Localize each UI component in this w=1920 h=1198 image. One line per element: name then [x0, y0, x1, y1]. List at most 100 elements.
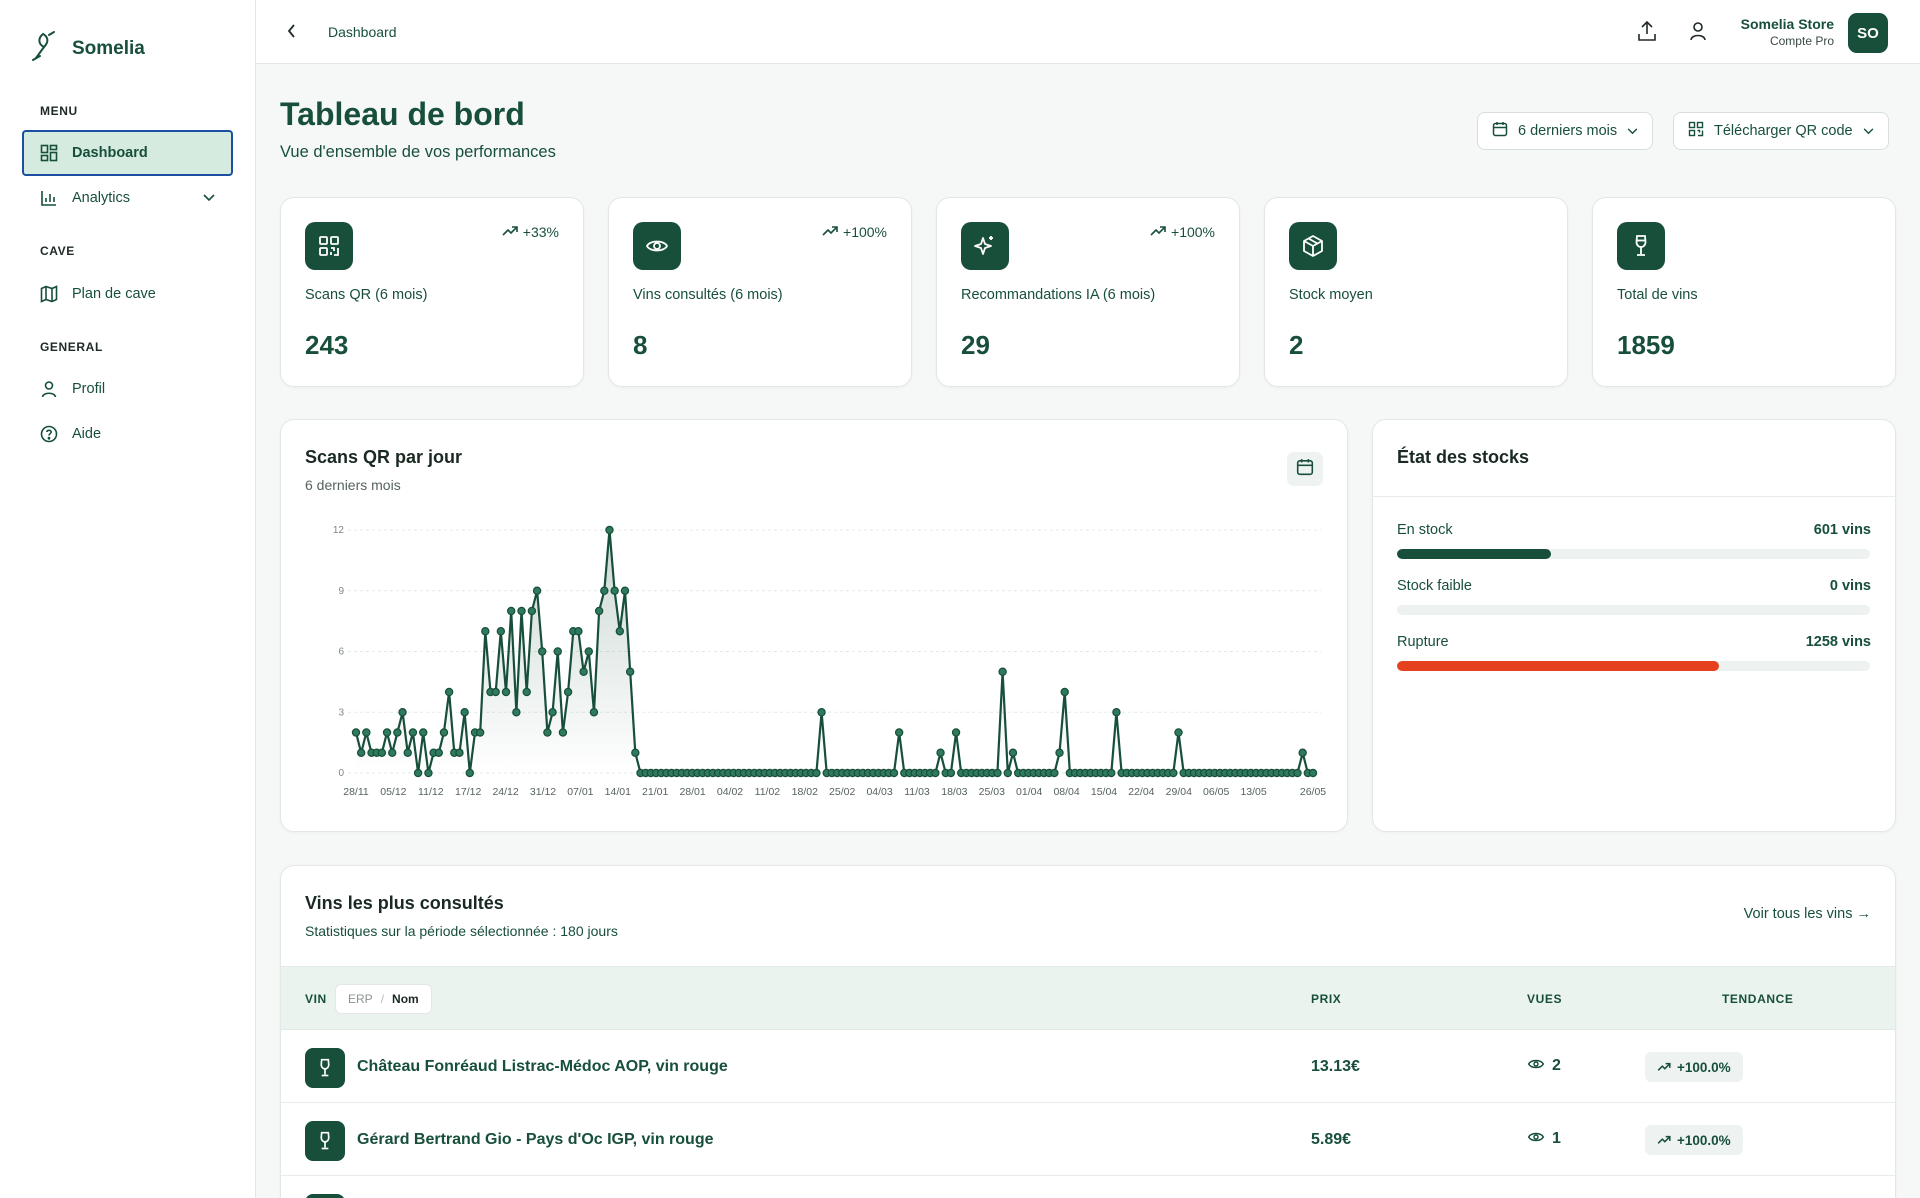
wine-price: 13.13€: [1311, 1058, 1360, 1075]
data-point: [506, 606, 516, 616]
brand-logo[interactable]: Somelia: [30, 30, 145, 67]
breadcrumb[interactable]: Dashboard: [328, 24, 397, 40]
kpi-value: 243: [305, 330, 349, 360]
data-point: [1308, 768, 1318, 778]
data-point: [356, 748, 366, 757]
data-point: [563, 687, 573, 697]
column-header-prix: PRIX: [1311, 992, 1342, 1006]
stock-label: Rupture: [1397, 634, 1449, 650]
scans-chart-card: Scans QR par jour 6 derniers mois 0 3 6 9 12…: [280, 419, 1348, 832]
chart-calendar-button[interactable]: [1287, 452, 1323, 486]
nav-section-menu: MENU: [40, 104, 78, 118]
sparkles-icon: [961, 222, 1009, 270]
x-tick-label: 24/12: [492, 786, 518, 798]
sidebar-item-label: Analytics: [72, 190, 131, 206]
stock-value: 1258 vins: [1805, 634, 1871, 650]
stock-card: État des stocks En stock 601 vins Stock …: [1372, 419, 1896, 832]
nav-section-cave: CAVE: [40, 244, 75, 258]
see-all-wines-link[interactable]: Voir tous les vins →: [1743, 906, 1871, 922]
stock-progress-fill: [1397, 661, 1719, 671]
wine-name[interactable]: Château Fonréaud Listrac-Médoc AOP, vin …: [357, 1058, 728, 1075]
x-tick-label: 05/12: [380, 786, 406, 798]
x-tick-label: 13/05: [1240, 786, 1266, 798]
toggle-option-erp[interactable]: ERP: [348, 992, 373, 1006]
calendar-icon: [1296, 458, 1314, 481]
data-point: [517, 606, 526, 616]
period-select-label: 6 derniers mois: [1518, 123, 1618, 139]
column-header-vin: VIN: [305, 992, 327, 1006]
data-point: [600, 586, 609, 595]
x-tick-label: 17/12: [455, 786, 481, 798]
data-point: [491, 687, 500, 697]
sidebar-item-plan-de-cave[interactable]: Plan de cave: [22, 271, 233, 317]
chevron-down-icon[interactable]: [203, 190, 215, 206]
data-point: [1298, 748, 1307, 757]
wine-glass-logo-icon: [30, 30, 58, 67]
data-point: [460, 708, 469, 717]
data-point: [393, 728, 402, 737]
data-point: [1112, 708, 1121, 717]
wine-name[interactable]: Gérard Bertrand Gio - Pays d'Oc IGP, vin…: [357, 1131, 714, 1148]
y-tick-label: 6: [338, 647, 344, 658]
wine-views: 2: [1527, 1057, 1561, 1075]
x-tick-label: 15/04: [1091, 786, 1117, 798]
x-tick-label: 11/02: [755, 786, 781, 798]
stock-progress-bar: [1397, 605, 1870, 615]
x-tick-label: 04/03: [866, 786, 892, 798]
data-point: [894, 728, 904, 737]
trending-up-icon: [822, 224, 838, 240]
qr-code-icon: [1688, 121, 1704, 141]
chevron-down-icon: [1863, 123, 1874, 139]
erp-name-toggle[interactable]: ERP / Nom: [335, 984, 432, 1014]
kpi-trend: +100%: [822, 224, 887, 240]
data-point: [382, 728, 392, 737]
page-subtitle: Vue d'ensemble de vos performances: [280, 143, 556, 161]
top-wines-subtitle: Statistiques sur la période sélectionnée…: [305, 923, 618, 939]
data-point: [1055, 748, 1064, 757]
x-tick-label: 11/03: [904, 786, 930, 798]
period-select-button[interactable]: 6 derniers mois: [1477, 112, 1654, 150]
data-point: [512, 708, 521, 717]
data-point: [532, 586, 542, 595]
data-point: [543, 728, 552, 737]
sidebar-item-dashboard[interactable]: Dashboard: [22, 130, 233, 176]
download-qr-button[interactable]: Télécharger QR code: [1673, 112, 1889, 150]
page-title: Tableau de bord: [280, 96, 525, 132]
chevron-left-icon[interactable]: [286, 22, 298, 45]
data-point: [434, 748, 443, 757]
table-row[interactable]: Château Fonréaud Listrac-Médoc AOP, vin …: [281, 1030, 1895, 1103]
data-point: [481, 627, 490, 636]
table-row[interactable]: Gérard Bertrand Gio - Pays d'Oc IGP, vin…: [281, 1103, 1895, 1176]
kpi-value: 2: [1289, 330, 1304, 360]
sidebar-item-aide[interactable]: Aide: [22, 411, 233, 457]
trending-up-icon: [1657, 1060, 1671, 1075]
data-point: [1107, 768, 1116, 778]
download-qr-label: Télécharger QR code: [1714, 123, 1853, 139]
top-wines-card: Vins les plus consultés Statistiques sur…: [280, 865, 1896, 1198]
kpi-trend-value: +33%: [522, 224, 559, 240]
x-tick-label: 25/03: [979, 786, 1005, 798]
sidebar-item-analytics[interactable]: Analytics: [22, 175, 233, 221]
data-point: [444, 687, 454, 697]
user-icon[interactable]: [1688, 20, 1708, 47]
data-point: [998, 667, 1007, 676]
qr-code-icon: [305, 222, 353, 270]
data-point: [475, 728, 485, 737]
nav-section-general: GENERAL: [40, 340, 103, 354]
toggle-option-nom[interactable]: Nom: [392, 992, 419, 1006]
sidebar-item-profil[interactable]: Profil: [22, 366, 233, 412]
stock-progress-bar: [1397, 661, 1870, 671]
data-point: [1060, 687, 1069, 697]
chart-subtitle: 6 derniers mois: [305, 477, 401, 493]
sidebar-item-label: Plan de cave: [72, 286, 156, 302]
wine-glass-icon: [305, 1194, 345, 1198]
stock-progress-fill: [1397, 549, 1551, 559]
y-tick-label: 12: [333, 525, 345, 536]
avatar[interactable]: SO: [1848, 13, 1888, 53]
stock-label: En stock: [1397, 522, 1453, 538]
table-row[interactable]: [281, 1176, 1895, 1198]
upload-icon[interactable]: [1637, 20, 1657, 47]
x-tick-label: 08/04: [1053, 786, 1079, 798]
x-tick-label: 21/01: [642, 786, 668, 798]
user-plan: Compte Pro: [1769, 34, 1834, 48]
